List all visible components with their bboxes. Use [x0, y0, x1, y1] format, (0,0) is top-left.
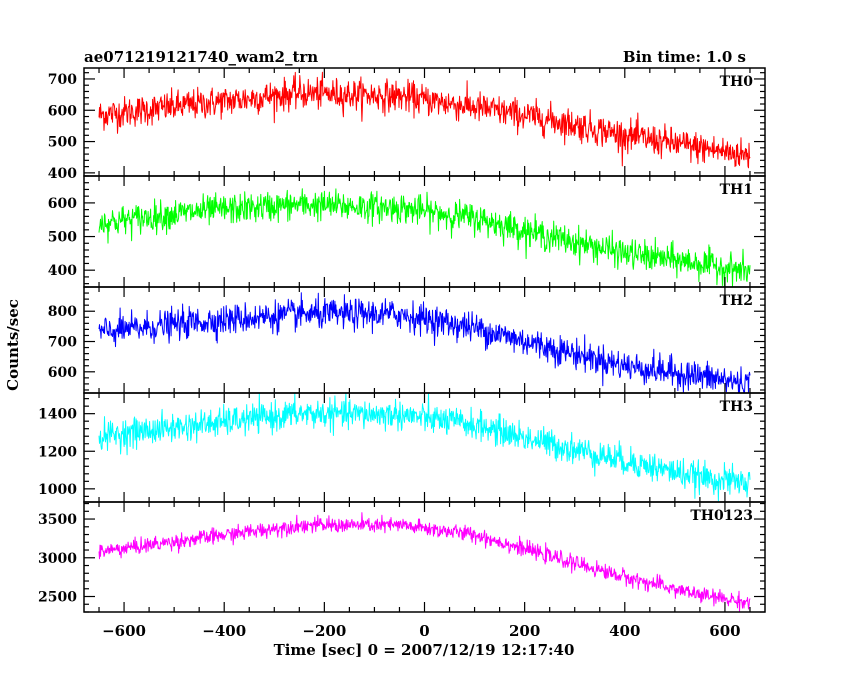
- y-tick-label: 800: [48, 304, 77, 320]
- y-tick-label: 1200: [38, 444, 77, 460]
- y-tick-label: 700: [48, 335, 77, 351]
- labels-layer: TH0 400 500 600 700 TH1 400 500 600 TH2 600 700 800 T…: [38, 72, 753, 640]
- y-tick-label: 500: [48, 230, 77, 246]
- series-th1-line: [98, 188, 751, 288]
- x-axis-label: Time [sec] 0 = 2007/12/19 12:17:40: [274, 641, 575, 659]
- y-tick-label: 1000: [38, 482, 77, 498]
- x-tick-label: −200: [302, 622, 346, 640]
- y-tick-label: 2500: [38, 590, 77, 606]
- y-tick-label: 3000: [38, 551, 77, 567]
- panel-th0-frame: [83, 67, 766, 177]
- y-axis-label: Counts/sec: [4, 299, 22, 391]
- y-tick-label: 400: [48, 263, 77, 279]
- series-th0123-line: [98, 512, 751, 613]
- x-tick-label: −600: [102, 622, 146, 640]
- panel-th2-label: TH2: [720, 293, 753, 309]
- x-tick-label: −400: [202, 622, 246, 640]
- panel-th0-label: TH0: [720, 74, 754, 90]
- x-tick-label: 600: [709, 622, 740, 640]
- panel-th2-frame: [83, 286, 766, 394]
- y-tick-label: 600: [48, 196, 77, 212]
- panel-th3-label: TH3: [720, 399, 753, 415]
- x-tick-label: 200: [509, 622, 540, 640]
- x-tick-label: 400: [609, 622, 640, 640]
- y-tick-label: 600: [48, 365, 77, 381]
- y-tick-label: 700: [48, 72, 77, 88]
- panel-th1-frame: [83, 175, 766, 288]
- series-th2-line: [98, 292, 751, 394]
- series-th0-line: [98, 71, 751, 169]
- panel-th0123-frame: [83, 501, 766, 613]
- panel-th1-label: TH1: [720, 182, 753, 198]
- series-th3-line: [98, 392, 751, 502]
- panel-th3-frame: [83, 392, 766, 503]
- y-tick-label: 3500: [38, 512, 77, 528]
- y-tick-label: 400: [48, 166, 77, 182]
- bin-time-label: Bin time: 1.0 s: [623, 48, 746, 66]
- y-tick-label: 500: [48, 135, 77, 151]
- y-tick-label: 600: [48, 103, 77, 119]
- y-tick-label: 1400: [38, 407, 77, 423]
- curves-layer: [98, 71, 751, 613]
- ticks-layer: [84, 68, 765, 613]
- panel-th0123-label: TH0123: [690, 508, 753, 524]
- x-tick-label: 0: [419, 622, 429, 640]
- chart-title: ae071219121740_wam2_trn: [84, 48, 318, 66]
